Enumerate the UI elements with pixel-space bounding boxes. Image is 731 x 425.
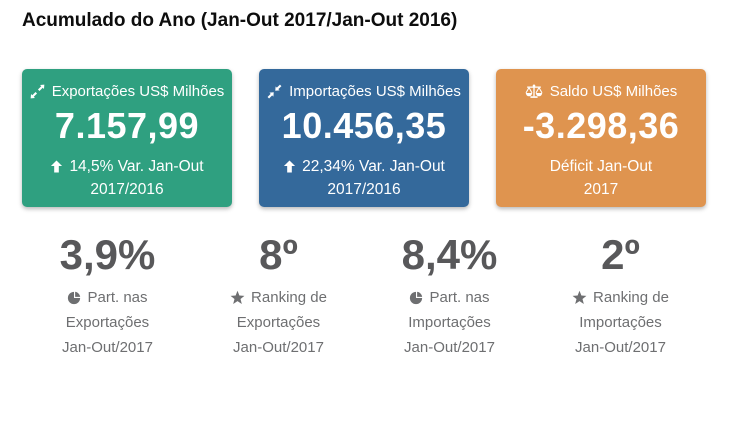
export-ranking-value: 8º — [259, 231, 298, 278]
page-title: Acumulado do Ano (Jan-Out 2017/Jan-Out 2… — [22, 10, 458, 31]
exports-variation-text: 14,5% Var. Jan-Out — [69, 158, 204, 175]
imports-value: 10.456,35 — [281, 105, 447, 146]
import-ranking-value: 2º — [601, 231, 640, 278]
secondary-stats-row: 3,9% Part. nas Exportações Jan-Out/2017 … — [22, 231, 706, 360]
kpi-cards-row: Exportações US$ Milhões 7.157,99 14,5% V… — [22, 69, 731, 207]
imports-variation-period: 2017/2016 — [327, 181, 401, 198]
star-icon — [572, 290, 587, 304]
arrow-up-icon — [51, 160, 63, 173]
balance-value: -3.298,36 — [522, 105, 680, 146]
exports-card-label: Exportações US$ Milhões — [51, 83, 225, 100]
export-share-label: Part. nas Exportações Jan-Out/2017 — [62, 289, 153, 356]
pie-chart-icon — [68, 291, 81, 304]
imports-variation-text: 22,34% Var. Jan-Out — [302, 158, 445, 175]
balance-scale-icon — [525, 84, 543, 98]
imports-card: Importações US$ Milhões 10.456,35 22,34%… — [259, 69, 469, 207]
import-ranking-stat: 2º Ranking de Importações Jan-Out/2017 — [535, 231, 706, 360]
balance-status-period: 2017 — [583, 181, 619, 198]
export-ranking-label: Ranking de Exportações Jan-Out/2017 — [193, 285, 364, 360]
imports-card-header: Importações US$ Milhões — [259, 83, 469, 100]
pie-chart-icon — [410, 291, 423, 304]
balance-status-text: Déficit Jan-Out — [549, 158, 653, 175]
imports-card-label: Importações US$ Milhões — [289, 83, 461, 100]
export-ranking-stat: 8º Ranking de Exportações Jan-Out/2017 — [193, 231, 364, 360]
dashboard-page: Acumulado do Ano (Jan-Out 2017/Jan-Out 2… — [22, 10, 731, 360]
balance-status: Déficit Jan-Out 2017 — [496, 155, 706, 201]
import-share-stat: 8,4% Part. nas Importações Jan-Out/2017 — [364, 231, 535, 360]
compress-arrows-icon — [267, 84, 282, 99]
star-icon — [230, 290, 245, 304]
exports-card: Exportações US$ Milhões 7.157,99 14,5% V… — [22, 69, 232, 207]
expand-arrows-icon — [30, 84, 45, 99]
export-share-value: 3,9% — [59, 231, 156, 278]
balance-card-header: Saldo US$ Milhões — [496, 83, 706, 100]
exports-variation: 14,5% Var. Jan-Out 2017/2016 — [22, 155, 232, 201]
exports-variation-period: 2017/2016 — [90, 181, 164, 198]
exports-card-header: Exportações US$ Milhões — [22, 83, 232, 100]
import-ranking-label: Ranking de Importações Jan-Out/2017 — [535, 285, 706, 360]
import-share-value: 8,4% — [401, 231, 498, 278]
arrow-up-icon — [284, 160, 296, 173]
balance-card: Saldo US$ Milhões -3.298,36 Déficit Jan-… — [496, 69, 706, 207]
export-share-stat: 3,9% Part. nas Exportações Jan-Out/2017 — [22, 231, 193, 360]
import-share-label: Part. nas Importações Jan-Out/2017 — [404, 289, 495, 356]
imports-variation: 22,34% Var. Jan-Out 2017/2016 — [259, 155, 469, 201]
balance-card-label: Saldo US$ Milhões — [549, 83, 678, 100]
exports-value: 7.157,99 — [54, 105, 200, 146]
